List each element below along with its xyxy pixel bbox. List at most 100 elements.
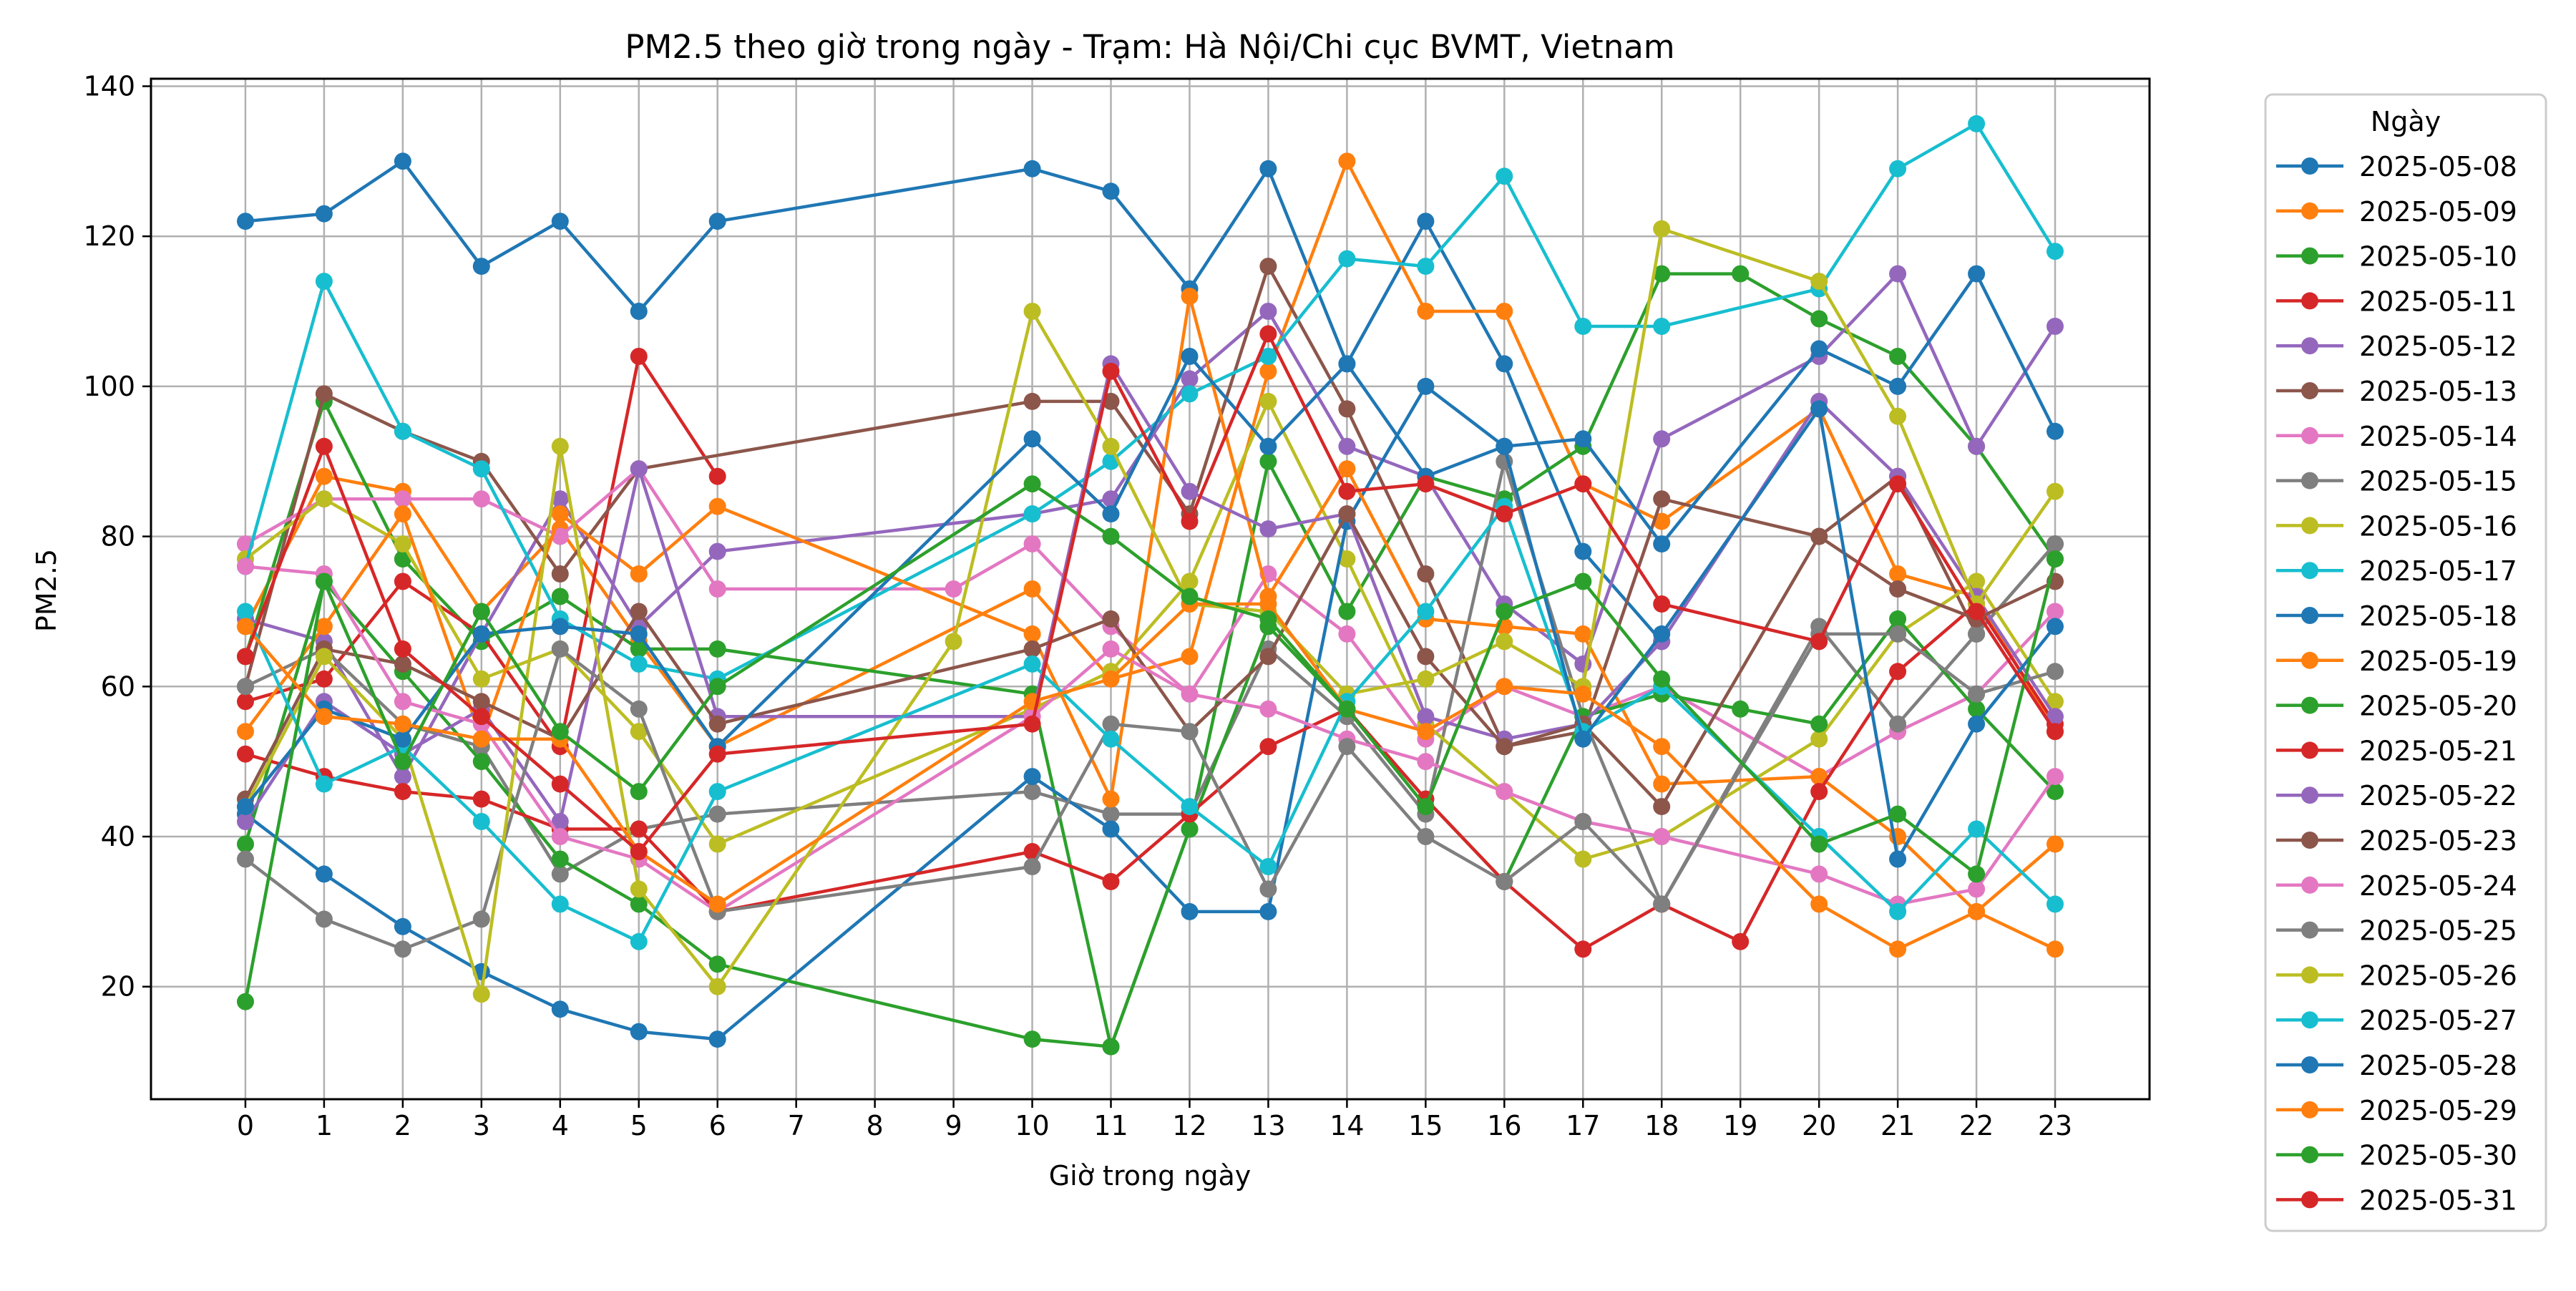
legend-title: Ngày xyxy=(2371,106,2441,137)
data-point xyxy=(630,880,648,898)
data-point xyxy=(1023,392,1041,410)
data-point xyxy=(1338,460,1356,478)
data-point xyxy=(1181,588,1199,605)
data-point xyxy=(1023,535,1041,553)
data-point xyxy=(237,557,254,575)
data-point xyxy=(551,437,569,455)
data-point xyxy=(1653,798,1671,816)
legend-swatch-marker xyxy=(2301,337,2318,355)
data-point xyxy=(551,565,569,583)
data-point xyxy=(1496,738,1513,756)
data-point xyxy=(315,385,333,403)
legend: Ngày 2025-05-082025-05-092025-05-102025-… xyxy=(2264,93,2547,1232)
series-line xyxy=(244,294,2057,914)
data-point xyxy=(1023,160,1041,177)
legend-swatch-marker xyxy=(2301,786,2318,804)
data-point xyxy=(1653,318,1671,335)
legend-label: 2025-05-28 xyxy=(2359,1050,2517,1081)
data-point xyxy=(708,783,726,801)
data-point xyxy=(1968,573,1986,590)
data-point xyxy=(630,565,648,583)
series-line xyxy=(244,160,2057,749)
x-tick-label: 21 xyxy=(1880,1110,1915,1141)
series-line xyxy=(244,399,2057,861)
data-point xyxy=(1181,348,1199,365)
data-point xyxy=(630,895,648,913)
data-point xyxy=(1653,625,1671,643)
data-point xyxy=(237,813,254,830)
data-point xyxy=(315,573,333,590)
series-2025-05-31 xyxy=(237,325,2064,860)
data-point xyxy=(1889,160,1907,177)
plot-frame xyxy=(150,77,2151,1101)
data-point xyxy=(1574,940,1592,958)
legend-swatch-marker xyxy=(2301,741,2318,759)
legend-label: 2025-05-11 xyxy=(2359,286,2517,317)
series-line xyxy=(245,272,2057,779)
data-point xyxy=(1653,512,1671,530)
data-point xyxy=(1181,512,1199,530)
data-point xyxy=(1810,633,1828,651)
data-point xyxy=(315,648,333,666)
data-point xyxy=(1574,730,1592,748)
x-tick-label: 13 xyxy=(1251,1110,1285,1141)
legend-label: 2025-05-13 xyxy=(2359,376,2517,407)
legend-item: 2025-05-11 xyxy=(2276,286,2517,317)
data-point xyxy=(315,467,333,485)
data-point xyxy=(237,798,254,816)
data-point xyxy=(2046,768,2064,786)
data-point xyxy=(1810,730,1828,748)
data-point xyxy=(1259,325,1277,343)
series-line xyxy=(243,122,2057,681)
legend-item: 2025-05-09 xyxy=(2276,196,2517,228)
data-point xyxy=(1023,625,1041,643)
data-point xyxy=(315,865,333,883)
data-point xyxy=(1889,715,1907,733)
series-line xyxy=(244,227,2057,996)
data-point xyxy=(1102,670,1120,688)
data-point xyxy=(472,708,490,726)
data-point xyxy=(1653,490,1671,508)
data-point xyxy=(630,640,648,658)
data-point xyxy=(2046,482,2064,500)
data-point xyxy=(394,768,411,786)
data-point xyxy=(2046,940,2064,958)
x-tick-label: 0 xyxy=(237,1110,254,1141)
data-point xyxy=(1259,738,1277,756)
series-2025-05-09 xyxy=(237,152,2064,756)
data-point xyxy=(1574,813,1592,830)
legend-item: 2025-05-15 xyxy=(2276,466,2517,497)
data-point xyxy=(1023,640,1041,658)
data-point xyxy=(1496,603,1513,620)
data-point xyxy=(1810,783,1828,801)
legend-swatch-marker xyxy=(2301,1011,2318,1029)
data-point xyxy=(1889,407,1907,425)
data-point xyxy=(394,152,411,170)
data-point xyxy=(394,730,411,748)
data-point xyxy=(1259,437,1277,455)
data-point xyxy=(551,813,569,830)
data-point xyxy=(1338,603,1356,620)
data-point xyxy=(394,917,411,935)
data-point xyxy=(2046,895,2064,913)
data-point xyxy=(1496,633,1513,651)
data-point xyxy=(1417,753,1435,771)
legend-swatch-marker xyxy=(2301,1056,2318,1073)
data-point xyxy=(708,805,726,823)
y-tick-label: 40 xyxy=(101,821,135,852)
legend-label: 2025-05-14 xyxy=(2359,421,2517,452)
data-point xyxy=(708,542,726,560)
legend-label: 2025-05-25 xyxy=(2359,915,2517,947)
data-point xyxy=(2046,550,2064,568)
data-point xyxy=(1889,475,1907,493)
data-point xyxy=(1102,1038,1120,1056)
series-line xyxy=(244,632,2056,951)
data-point xyxy=(1181,648,1199,666)
data-point xyxy=(1889,580,1907,598)
data-point xyxy=(1023,1031,1041,1048)
data-point xyxy=(708,895,726,913)
data-point xyxy=(1889,940,1907,958)
data-point xyxy=(1023,783,1041,801)
data-point xyxy=(315,618,333,635)
